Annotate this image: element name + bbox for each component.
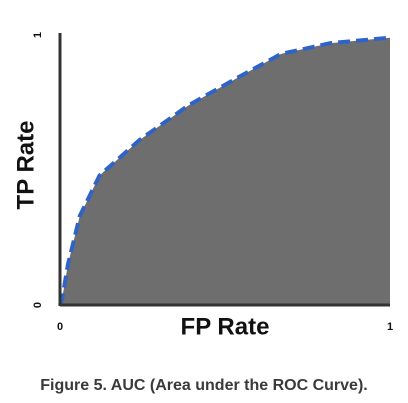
y-axis-label: TP Rate xyxy=(12,121,39,210)
caption: Figure 5. AUC (Area under the ROC Curve)… xyxy=(40,377,367,394)
x-tick-label: 1 xyxy=(387,321,393,333)
y-tick-label: 0 xyxy=(32,302,44,308)
x-tick-label: 0 xyxy=(57,321,63,333)
curve xyxy=(58,35,391,306)
x-axis-label: FP Rate xyxy=(181,313,270,340)
area xyxy=(60,37,390,305)
y-tick-label: 1 xyxy=(32,32,44,38)
